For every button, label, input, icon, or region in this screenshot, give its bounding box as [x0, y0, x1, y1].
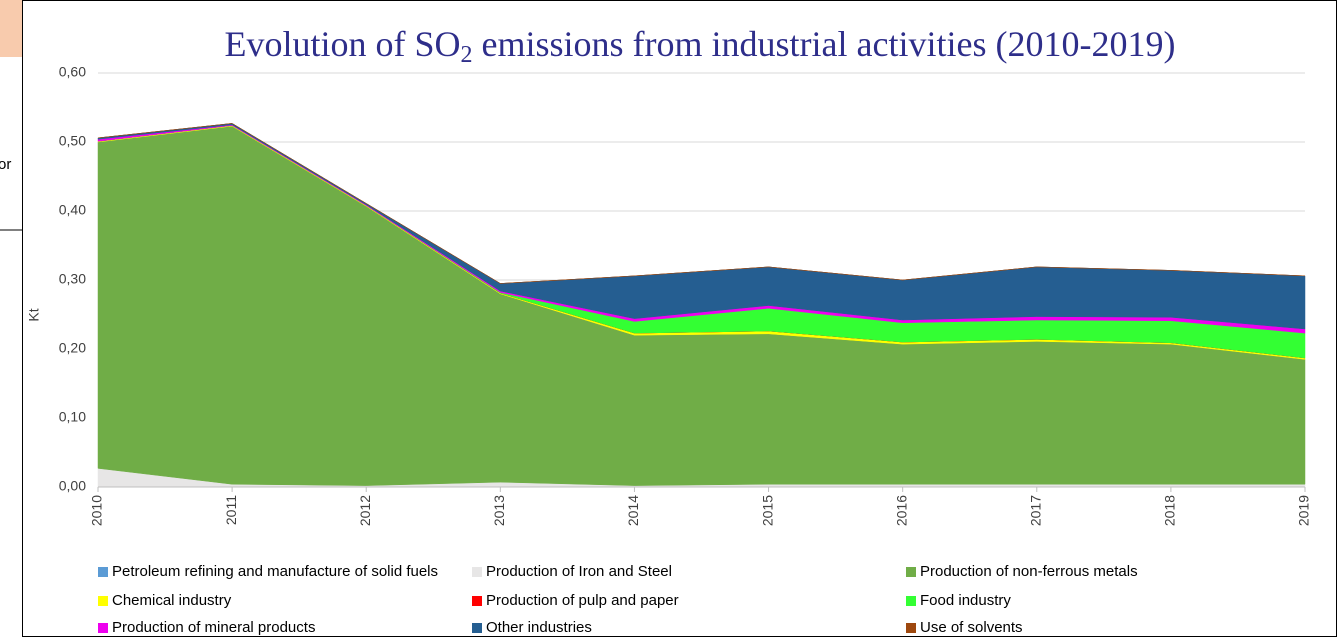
legend-label: Production of mineral products — [112, 619, 315, 636]
area — [97, 123, 1306, 284]
chart-title: Evolution of SO2 emissions from industri… — [225, 24, 1176, 67]
y-tick-label: 0,40 — [59, 202, 86, 218]
legend-swatch — [906, 596, 916, 606]
legend-swatch — [472, 567, 482, 577]
legend-label: Production of non-ferrous metals — [920, 563, 1138, 580]
legend-swatch — [98, 623, 108, 633]
legend-label: Use of solvents — [920, 619, 1023, 636]
legend-label: Chemical industry — [112, 592, 232, 609]
y-axis-label: Kt — [26, 308, 42, 321]
legend-swatch — [98, 567, 108, 577]
legend-swatch — [906, 567, 916, 577]
y-tick-label: 0,10 — [59, 409, 86, 425]
x-tick-label: 2012 — [357, 495, 373, 526]
y-tick-label: 0,60 — [59, 64, 86, 80]
legend-label: Production of pulp and paper — [486, 592, 679, 609]
x-tick-label: 2010 — [89, 495, 105, 526]
y-tick-label: 0,00 — [59, 478, 86, 494]
x-tick-label: 2011 — [223, 495, 239, 525]
x-tick-label: 2014 — [625, 495, 641, 526]
legend-swatch — [906, 623, 916, 633]
legend-label: Other industries — [486, 619, 592, 636]
x-tick-label: 2015 — [759, 495, 775, 526]
legend-swatch — [472, 596, 482, 606]
y-tick-label: 0,30 — [59, 271, 86, 287]
x-tick-label: 2016 — [893, 495, 909, 526]
legend-label: Petroleum refining and manufacture of so… — [112, 563, 438, 580]
y-tick-label: 0,50 — [59, 133, 86, 149]
x-tick-label: 2013 — [491, 495, 507, 526]
legend-label: Production of Iron and Steel — [486, 563, 672, 580]
x-tick-label: 2017 — [1027, 495, 1043, 526]
sheet-cell — [0, 0, 22, 57]
legend-swatch — [472, 623, 482, 633]
legend-label: Food industry — [920, 592, 1011, 609]
x-tick-label: 2018 — [1162, 495, 1178, 526]
x-tick-label: 2019 — [1296, 495, 1312, 526]
y-tick-label: 0,20 — [59, 340, 86, 356]
sheet-cell-text: or — [0, 156, 11, 173]
legend-swatch — [98, 596, 108, 606]
